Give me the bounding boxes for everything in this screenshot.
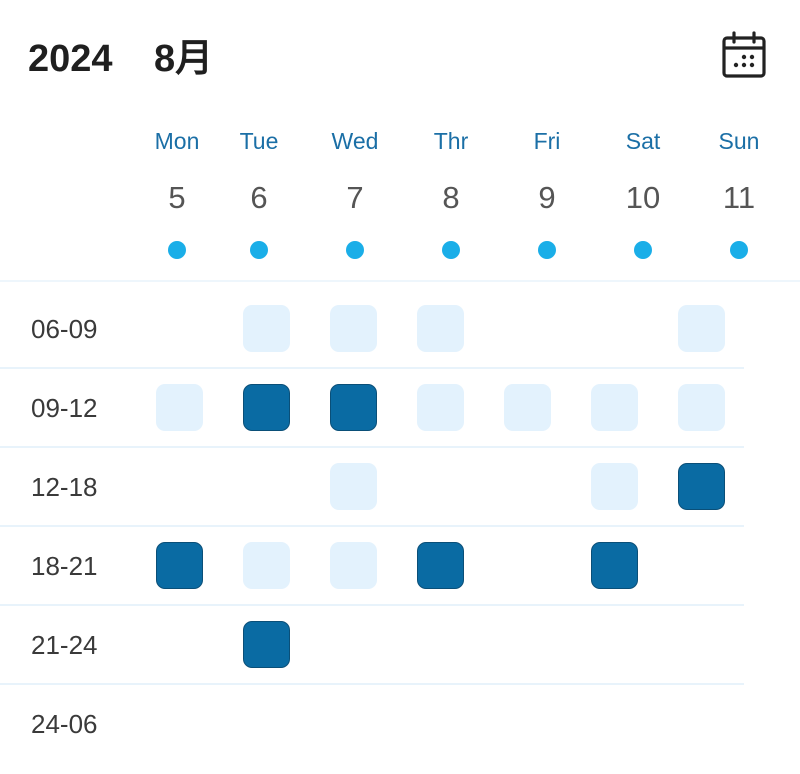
availability-dot <box>634 241 652 259</box>
slot-cell-available[interactable] <box>243 305 290 352</box>
slot-cell-available[interactable] <box>591 384 638 431</box>
day-name: Sun <box>718 128 760 154</box>
availability-dot <box>538 241 556 259</box>
slot-cell-selected[interactable] <box>330 384 377 431</box>
calendar-button[interactable] <box>718 30 770 82</box>
time-range-label: 06-09 <box>31 314 98 344</box>
day-number: 8 <box>442 180 460 215</box>
calendar-header: 2024 8月 <box>0 0 800 120</box>
month-label: 8月 <box>154 38 214 80</box>
day-column-fri[interactable]: Fri 9 <box>502 120 592 270</box>
slot-cell-available[interactable] <box>678 305 725 352</box>
slot-cell-available[interactable] <box>330 305 377 352</box>
slot-cell-available[interactable] <box>678 384 725 431</box>
day-column-tue[interactable]: Tue 6 <box>214 120 304 270</box>
availability-dot <box>250 241 268 259</box>
day-number: 7 <box>346 180 364 215</box>
time-range-label: 18-21 <box>31 551 98 581</box>
slot-cell-available[interactable] <box>243 542 290 589</box>
slot-cell-selected[interactable] <box>417 542 464 589</box>
row-divider <box>0 604 744 606</box>
time-slot-row: 12-18 <box>0 448 744 527</box>
time-slot-row: 24-06 <box>0 685 744 764</box>
time-range-label: 21-24 <box>31 630 98 660</box>
slot-cell-available[interactable] <box>330 542 377 589</box>
day-number: 9 <box>538 180 556 215</box>
day-column-mon[interactable]: Mon 5 <box>132 120 222 270</box>
day-number: 5 <box>168 180 186 215</box>
slot-cell-selected[interactable] <box>243 384 290 431</box>
slot-cell-available[interactable] <box>417 384 464 431</box>
time-slot-row: 21-24 <box>0 606 744 685</box>
time-range-label: 24-06 <box>31 709 98 739</box>
day-column-thr[interactable]: Thr 8 <box>406 120 496 270</box>
day-number: 11 <box>722 180 756 215</box>
day-name: Fri <box>533 128 561 154</box>
calendar-icon <box>722 31 766 78</box>
slot-cell-selected[interactable] <box>678 463 725 510</box>
day-column-sat[interactable]: Sat 10 <box>598 120 688 270</box>
year-label: 2024 <box>28 38 113 80</box>
slot-cell-selected[interactable] <box>243 621 290 668</box>
slot-cell-available[interactable] <box>504 384 551 431</box>
slot-cell-available[interactable] <box>591 463 638 510</box>
header-divider <box>0 280 800 282</box>
slot-cell-available[interactable] <box>330 463 377 510</box>
day-name: Sat <box>625 128 661 154</box>
day-name: Thr <box>433 128 469 154</box>
time-range-label: 09-12 <box>31 393 98 423</box>
time-slot-row: 09-12 <box>0 369 744 448</box>
day-name: Tue <box>239 128 279 154</box>
day-name: Mon <box>154 128 200 154</box>
availability-dot <box>730 241 748 259</box>
slot-cell-selected[interactable] <box>156 542 203 589</box>
availability-dot <box>346 241 364 259</box>
day-number: 6 <box>250 180 268 215</box>
row-divider <box>0 683 744 685</box>
time-slot-row: 06-09 <box>0 290 744 369</box>
day-column-sun[interactable]: Sun 11 <box>694 120 784 270</box>
day-column-wed[interactable]: Wed 7 <box>310 120 400 270</box>
slot-cell-selected[interactable] <box>591 542 638 589</box>
availability-dot <box>442 241 460 259</box>
availability-dot <box>168 241 186 259</box>
time-slot-row: 18-21 <box>0 527 744 606</box>
row-divider <box>0 446 744 448</box>
row-divider <box>0 525 744 527</box>
day-name: Wed <box>331 128 379 154</box>
day-number: 10 <box>625 180 661 215</box>
row-divider <box>0 367 744 369</box>
slot-cell-available[interactable] <box>156 384 203 431</box>
time-range-label: 12-18 <box>31 472 98 502</box>
slot-cell-available[interactable] <box>417 305 464 352</box>
